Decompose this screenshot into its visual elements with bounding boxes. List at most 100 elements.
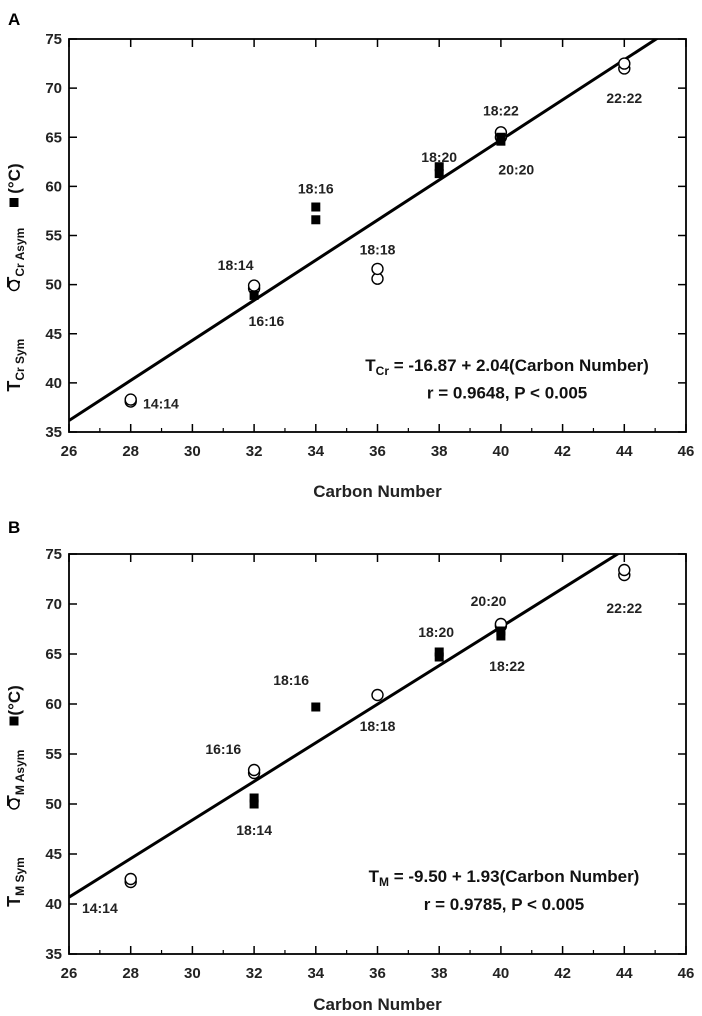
x-tick-label: 28 (122, 965, 139, 982)
data-point-square (434, 169, 444, 179)
x-tick-label: 42 (554, 443, 571, 460)
y-tick-label: 45 (45, 846, 62, 863)
y-tick-label: 70 (45, 80, 62, 97)
point-label: 18:14 (236, 822, 272, 838)
y-tick-label: 55 (45, 746, 62, 763)
data-point-circle (124, 393, 137, 406)
data-point-circle (371, 262, 384, 276)
regression-line (69, 39, 659, 422)
y-tick-label: 50 (45, 277, 62, 294)
data-point-square (249, 290, 259, 300)
regression-stats: r = 0.9648, P < 0.005 (427, 384, 587, 403)
regression-stats: r = 0.9785, P < 0.005 (424, 895, 584, 914)
x-tick-label: 32 (246, 965, 263, 982)
y-title-circle-marker (8, 279, 20, 292)
point-label: 16:16 (205, 741, 241, 757)
x-tick-label: 32 (246, 443, 263, 460)
x-tick-label: 36 (369, 443, 386, 460)
point-label: 18:22 (483, 103, 519, 119)
y-tick-label: 65 (45, 129, 62, 146)
regression-equation: TCr = -16.87 + 2.04(Carbon Number) (365, 356, 649, 378)
y-title-circle-marker (8, 798, 20, 810)
data-point-square (496, 631, 506, 641)
x-tick-label: 44 (616, 443, 633, 460)
y-tick-label: 45 (45, 326, 62, 343)
data-point-circle (618, 57, 631, 70)
x-tick-label: 26 (61, 443, 78, 460)
y-tick-label: 60 (45, 178, 62, 195)
x-tick-label: 44 (616, 965, 633, 982)
data-point-square (434, 647, 444, 657)
x-tick-label: 40 (493, 965, 510, 982)
y-axis-title: TCr Sym TCr Asym (°C) (4, 163, 27, 391)
point-label: 14:14 (143, 396, 179, 412)
point-label: 18:16 (273, 672, 309, 688)
y-tick-label: 70 (45, 596, 62, 613)
data-point-circle (247, 763, 261, 777)
point-label: 18:18 (360, 241, 396, 257)
y-tick-label: 65 (45, 646, 62, 663)
plot-frame (68, 553, 687, 955)
x-tick-label: 38 (431, 443, 448, 460)
y-tick-label: 40 (45, 375, 62, 392)
x-tick-label: 38 (431, 965, 448, 982)
panel-label: B (8, 518, 20, 537)
data-point-square (496, 626, 506, 636)
x-tick-label: 28 (122, 443, 139, 460)
chart-panel-b: B 26 28 30 32 34 36 38 40 42 44 46 35 40 45 50 55 60 65 70 7… (4, 518, 695, 1014)
x-tick-label: 30 (184, 965, 201, 982)
x-tick-label: 40 (493, 443, 510, 460)
data-point-square (311, 702, 321, 712)
x-tick-label: 42 (554, 965, 571, 982)
x-tick-label: 46 (678, 443, 695, 460)
y-tick-label: 50 (45, 796, 62, 813)
y-tick-label: 55 (45, 228, 62, 245)
y-title-square-marker (9, 716, 19, 726)
y-tick-label: 60 (45, 696, 62, 713)
x-tick-label: 36 (369, 965, 386, 982)
data-point-square (311, 215, 321, 225)
point-label: 18:18 (360, 718, 396, 734)
point-label: 18:20 (418, 624, 454, 640)
point-label: 18:22 (489, 658, 525, 674)
point-label: 20:20 (498, 162, 534, 178)
point-label: 16:16 (249, 313, 285, 329)
chart-panel-a: A 26 28 30 32 34 36 38 40 42 44 46 35 40 45 50 55 60 65 70 7… (4, 10, 694, 501)
y-tick-label: 75 (45, 546, 62, 563)
y-tick-label: 75 (45, 31, 62, 48)
data-point-circle (371, 688, 384, 702)
x-axis-title: Carbon Number (313, 482, 442, 501)
point-label: 18:14 (218, 257, 254, 273)
point-label: 20:20 (471, 593, 507, 609)
x-tick-label: 34 (307, 443, 324, 460)
point-label: 18:16 (298, 180, 334, 196)
data-point-square (249, 793, 259, 803)
data-point-square (311, 202, 321, 212)
data-point-circle (618, 563, 631, 577)
point-label: 22:22 (606, 90, 642, 106)
x-tick-label: 26 (61, 965, 78, 982)
point-label: 22:22 (606, 600, 642, 616)
data-point-circle (247, 279, 261, 292)
y-title-square-marker (9, 198, 19, 207)
data-point-square (249, 799, 259, 809)
point-label: 14:14 (82, 900, 118, 916)
x-tick-label: 34 (307, 965, 324, 982)
x-tick-label: 46 (678, 965, 695, 982)
y-tick-label: 40 (45, 896, 62, 913)
y-axis-title-text: TCr Sym TCr Asym (°C) (4, 163, 27, 391)
panel-label: A (8, 10, 20, 29)
y-tick-label: 35 (45, 424, 62, 441)
data-point-square (496, 132, 506, 142)
y-axis-title: TM Sym TM Asym (°C) (4, 685, 27, 907)
regression-equation: TM = -9.50 + 1.93(Carbon Number) (369, 867, 640, 889)
y-tick-label: 35 (45, 946, 62, 963)
point-label: 18:20 (421, 149, 457, 165)
x-axis-title: Carbon Number (313, 995, 442, 1014)
data-point-square (434, 652, 444, 662)
x-tick-label: 30 (184, 443, 201, 460)
data-point-square (434, 162, 444, 172)
regression-line (69, 554, 621, 899)
data-point-circle (124, 872, 137, 886)
